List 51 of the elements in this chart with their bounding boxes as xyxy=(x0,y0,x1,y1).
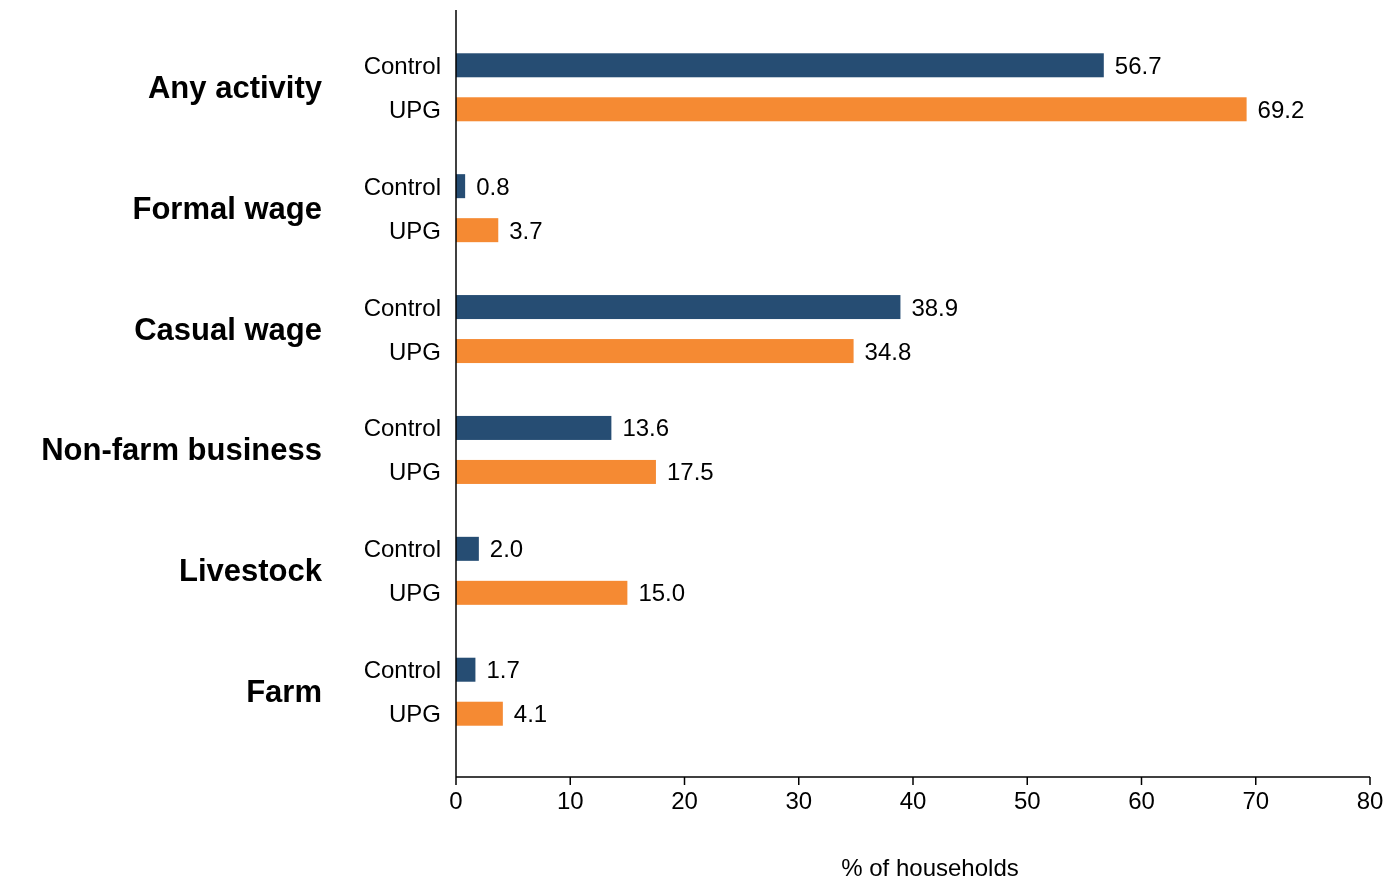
bar xyxy=(456,218,499,243)
data-label: 2.0 xyxy=(489,535,524,563)
data-label: 17.5 xyxy=(666,458,714,486)
data-label: 69.2 xyxy=(1257,95,1305,123)
data-label: 0.8 xyxy=(476,172,510,200)
bar xyxy=(456,339,854,364)
text: UPG xyxy=(388,579,441,607)
data-label: 38.9 xyxy=(911,293,959,321)
series-label: UPG xyxy=(388,95,441,123)
text: UPG xyxy=(388,458,441,486)
x-tick-label: 0 xyxy=(449,787,463,814)
x-tick-label: 10 xyxy=(556,787,584,814)
x-axis-title: % of households xyxy=(841,854,1019,881)
bar xyxy=(456,53,1104,78)
data-label: 15.0 xyxy=(638,579,686,607)
x-tick-label: 60 xyxy=(1128,787,1155,814)
text: UPG xyxy=(388,216,441,244)
bar xyxy=(456,459,656,484)
series-label: Control xyxy=(363,51,441,79)
y-tick-label: Farm xyxy=(246,674,322,710)
y-tick-label: Any activity xyxy=(147,69,323,105)
data-label: 1.7 xyxy=(486,656,520,684)
text: UPG xyxy=(388,337,441,365)
text: Control xyxy=(363,172,441,200)
y-tick-label: Formal wage xyxy=(132,190,322,226)
bar xyxy=(456,97,1247,122)
text: UPG xyxy=(388,700,441,728)
y-tick-label: Non-farm business xyxy=(41,432,322,468)
bar xyxy=(456,295,901,320)
text: Control xyxy=(363,656,441,684)
data-label: 3.7 xyxy=(509,216,543,244)
data-label: 34.8 xyxy=(864,337,912,365)
text: Control xyxy=(363,535,441,563)
bar xyxy=(456,701,503,726)
data-label: 4.1 xyxy=(513,700,548,728)
bar xyxy=(456,657,476,682)
bar xyxy=(456,580,628,605)
x-tick-label: 50 xyxy=(1013,787,1041,814)
bar xyxy=(456,415,612,440)
bar xyxy=(456,536,479,561)
y-tick-label: Livestock xyxy=(178,553,323,589)
text: Control xyxy=(363,293,441,321)
data-label: 13.6 xyxy=(622,414,670,442)
y-tick-label: Casual wage xyxy=(134,311,322,347)
data-label: 56.7 xyxy=(1114,51,1162,79)
x-tick-label: 20 xyxy=(671,787,698,814)
x-tick-label: 70 xyxy=(1242,787,1270,814)
x-tick-label: 40 xyxy=(899,787,927,814)
x-tick-label: 30 xyxy=(785,787,813,814)
x-tick-label: 80 xyxy=(1356,787,1384,814)
text: Control xyxy=(363,414,441,442)
